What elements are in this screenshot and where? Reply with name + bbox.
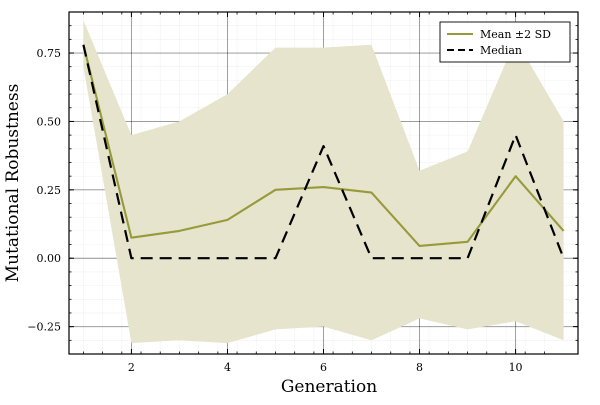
sd-band [83,20,564,344]
legend-label-mean: Mean ±2 SD [480,28,551,41]
x-axis-label: Generation [281,377,377,397]
y-axis-label: Mutational Robustness [3,84,23,283]
median-line [82,44,565,260]
tick-labels: 2 4 6 8 10 −0.25 0.00 0.25 0.50 0.75 [27,47,522,374]
sd-band-layer [83,20,564,344]
x-tick-label: 10 [509,361,523,374]
x-tick-label: 6 [320,361,327,374]
y-tick-label: −0.25 [27,321,61,334]
legend-label-median: Median [480,44,522,57]
series-layer [82,44,565,260]
y-tick-label: 0.75 [37,47,62,60]
x-tick-label: 4 [224,361,231,374]
y-tick-label: 0.50 [37,115,62,128]
legend-box [439,21,571,63]
y-tick-label: 0.25 [37,184,62,197]
x-tick-label: 8 [416,361,423,374]
y-tick-label: 0.00 [37,252,62,265]
plot-frame [68,11,579,355]
x-tick-label: 2 [128,361,135,374]
legend: Mean ±2 SD Median [439,21,571,63]
